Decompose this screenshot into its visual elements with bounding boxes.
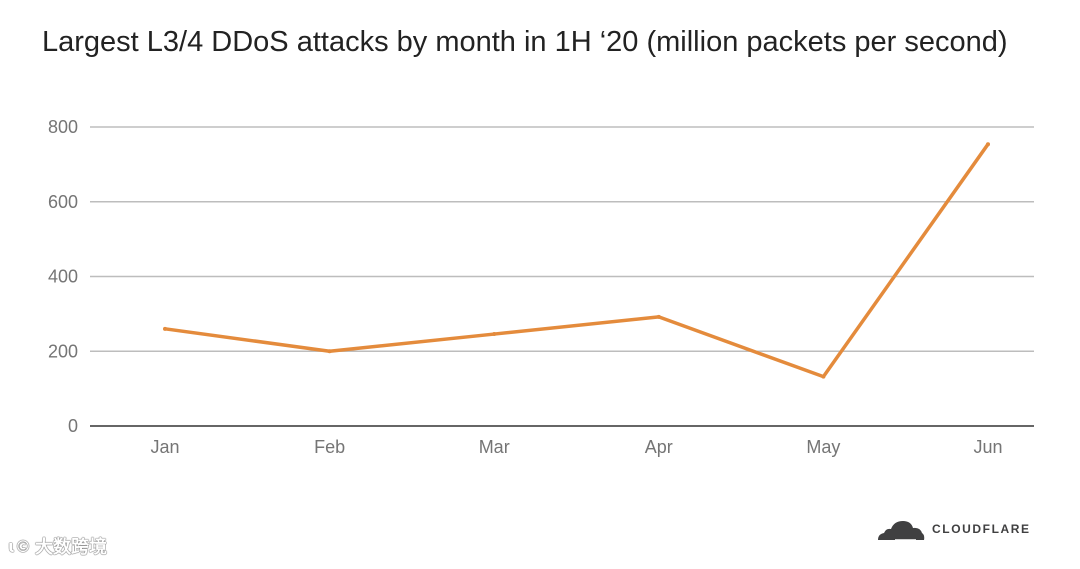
- y-tick-label: 800: [48, 117, 78, 137]
- y-tick-label: 600: [48, 192, 78, 212]
- watermark: ɩ© 大数跨境: [8, 533, 107, 559]
- y-tick-label: 400: [48, 267, 78, 287]
- series-group: [163, 142, 990, 379]
- cloud-icon: [878, 521, 925, 541]
- data-point-may: [821, 374, 826, 379]
- data-point-apr: [656, 314, 661, 319]
- x-tick-label: Apr: [645, 437, 673, 457]
- data-point-jan: [163, 326, 167, 331]
- y-tick-label: 0: [68, 416, 78, 436]
- x-tick-label: Jun: [973, 437, 1002, 457]
- ico-logo-icon: ɩ©: [8, 536, 32, 556]
- series-line: [163, 142, 990, 379]
- data-point-mar: [492, 332, 497, 337]
- y-axis-tick-labels: 0 200 400 600 800: [48, 117, 78, 436]
- data-point-jun: [986, 142, 990, 147]
- x-tick-label: Feb: [314, 437, 345, 457]
- watermark-text: 大数跨境: [35, 537, 108, 558]
- data-point-feb: [327, 349, 332, 354]
- x-tick-label: Jan: [150, 437, 179, 457]
- brand-name: CLOUDFLARE: [932, 522, 1031, 536]
- x-tick-label: Mar: [479, 437, 510, 457]
- chart-title: Largest L3/4 DDoS attacks by month in 1H…: [42, 26, 1008, 58]
- x-axis-tick-labels: Jan Feb Mar Apr May Jun: [150, 437, 1002, 457]
- grid-lines: [90, 126, 1034, 427]
- cloudflare-logo: CLOUDFLARE: [876, 516, 1031, 542]
- y-tick-label: 200: [48, 341, 78, 361]
- x-tick-label: May: [806, 437, 840, 457]
